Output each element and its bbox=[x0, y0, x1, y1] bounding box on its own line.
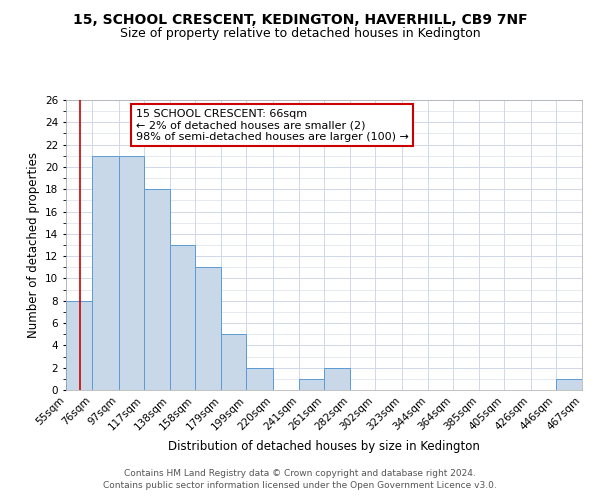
Bar bbox=[324, 368, 350, 390]
Bar bbox=[556, 379, 582, 390]
Bar bbox=[299, 379, 324, 390]
Bar bbox=[92, 156, 119, 390]
Bar bbox=[221, 334, 247, 390]
Bar bbox=[247, 368, 272, 390]
Bar bbox=[143, 189, 170, 390]
Bar bbox=[170, 245, 195, 390]
Bar bbox=[195, 268, 221, 390]
Y-axis label: Number of detached properties: Number of detached properties bbox=[26, 152, 40, 338]
Bar bbox=[66, 301, 92, 390]
X-axis label: Distribution of detached houses by size in Kedington: Distribution of detached houses by size … bbox=[168, 440, 480, 453]
Bar bbox=[119, 156, 143, 390]
Text: Size of property relative to detached houses in Kedington: Size of property relative to detached ho… bbox=[119, 28, 481, 40]
Text: 15 SCHOOL CRESCENT: 66sqm
← 2% of detached houses are smaller (2)
98% of semi-de: 15 SCHOOL CRESCENT: 66sqm ← 2% of detach… bbox=[136, 108, 409, 142]
Text: Contains public sector information licensed under the Open Government Licence v3: Contains public sector information licen… bbox=[103, 481, 497, 490]
Text: 15, SCHOOL CRESCENT, KEDINGTON, HAVERHILL, CB9 7NF: 15, SCHOOL CRESCENT, KEDINGTON, HAVERHIL… bbox=[73, 12, 527, 26]
Text: Contains HM Land Registry data © Crown copyright and database right 2024.: Contains HM Land Registry data © Crown c… bbox=[124, 468, 476, 477]
